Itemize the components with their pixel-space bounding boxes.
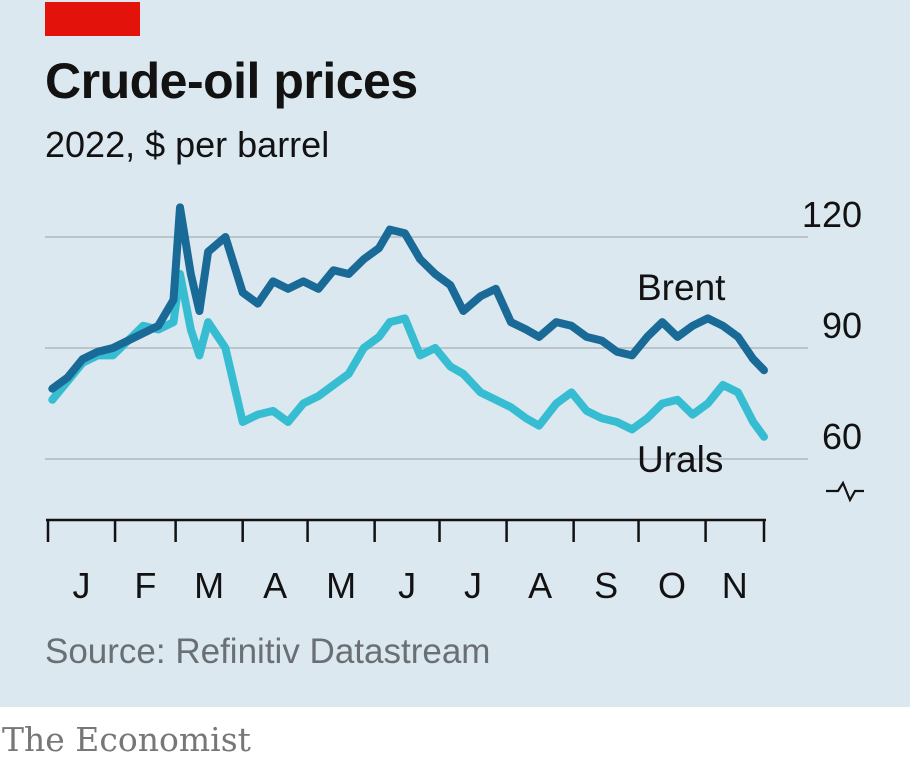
- x-tick-label: O: [658, 565, 686, 606]
- publisher-name: The Economist: [2, 720, 251, 759]
- chart-card: [0, 0, 910, 707]
- series-label-brent: Brent: [637, 267, 726, 308]
- labels: 120 90 60 Brent Urals: [637, 194, 864, 503]
- x-tick-label: A: [528, 565, 552, 606]
- series-line-brent: [48, 203, 768, 393]
- series-line-urals: [48, 270, 768, 441]
- x-tick-label: M: [194, 565, 224, 606]
- x-tick-label: A: [263, 565, 287, 606]
- brand-red-tag: [45, 2, 140, 36]
- x-tick-label: J: [464, 565, 482, 606]
- series-label-urals: Urals: [637, 439, 723, 480]
- y-tick-label: 120: [802, 194, 862, 235]
- x-tick-label: F: [134, 565, 156, 606]
- x-tick-label: N: [722, 565, 748, 606]
- y-tick-label: 60: [822, 416, 862, 457]
- x-tick-label: S: [594, 565, 618, 606]
- axis-break-icon: [826, 480, 864, 503]
- y-tick-label: 90: [822, 305, 862, 346]
- source-note: Source: Refinitiv Datastream: [45, 632, 491, 671]
- x-tick-label: M: [326, 565, 356, 606]
- chart-subtitle: 2022, $ per barrel: [45, 124, 330, 165]
- x-tick-label: J: [73, 565, 91, 606]
- x-tick-label: J: [398, 565, 416, 606]
- chart-title: Crude-oil prices: [45, 53, 418, 109]
- series-lines: [48, 203, 768, 441]
